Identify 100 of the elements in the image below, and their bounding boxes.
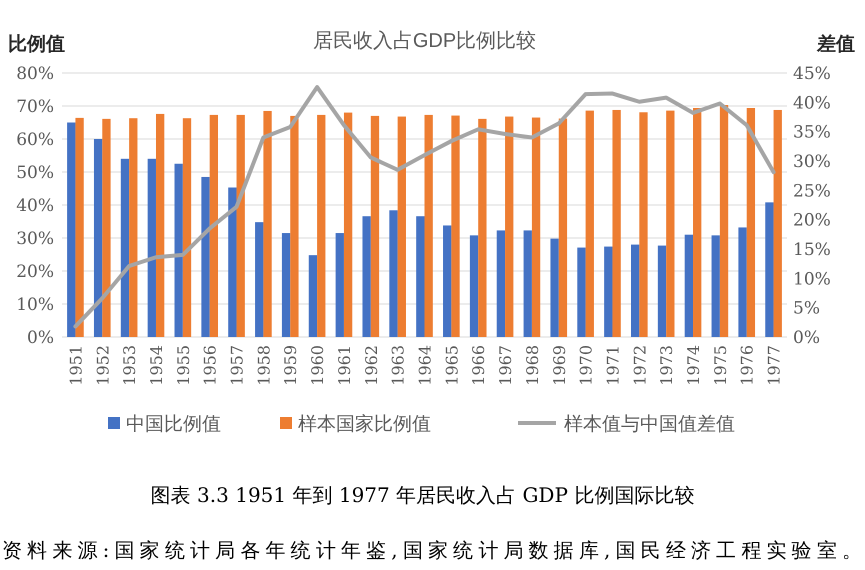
y-axis-title: 比例值 <box>8 33 65 55</box>
y2-tick-label: 30% <box>793 152 831 172</box>
x-tick-label: 1977 <box>764 345 784 386</box>
x-tick-label: 1959 <box>281 345 300 386</box>
y2-tick-label: 5% <box>793 298 820 319</box>
x-tick-label: 1970 <box>576 345 596 386</box>
bar <box>684 234 694 337</box>
y-tick-label: 40% <box>16 196 54 216</box>
x-tick-label: 1965 <box>442 345 462 386</box>
y-tick-label: 10% <box>16 295 54 315</box>
bar <box>201 176 210 337</box>
x-tick-label: 1953 <box>120 345 140 386</box>
bar <box>577 248 586 337</box>
x-tick-label: 1957 <box>228 345 247 386</box>
bar <box>470 235 478 337</box>
x-tick-label: 1960 <box>308 345 328 386</box>
x-tick-label: 1968 <box>522 345 542 386</box>
x-tick-label: 1963 <box>388 345 408 386</box>
bar <box>505 116 514 337</box>
bar <box>290 116 299 337</box>
bar <box>102 118 111 337</box>
bar <box>550 238 559 337</box>
x-tick-label: 1955 <box>174 345 193 386</box>
y2-tick-label: 15% <box>793 240 831 260</box>
bar <box>604 246 612 337</box>
y2-tick-label: 10% <box>793 269 831 290</box>
bar <box>67 122 76 337</box>
chart-title: 居民收入占GDP比例比较 <box>312 30 536 52</box>
bar <box>738 227 747 337</box>
x-tick-label: 1969 <box>550 345 569 386</box>
y2-axis-title: 差值 <box>816 34 855 55</box>
x-tick-label: 1971 <box>603 345 622 386</box>
bar <box>263 110 272 337</box>
bar <box>336 233 344 337</box>
bar <box>586 110 594 337</box>
bar <box>658 246 666 337</box>
bar <box>746 108 756 337</box>
x-tick-label: 1966 <box>469 345 488 386</box>
y-tick-label: 30% <box>16 229 54 249</box>
x-tick-label: 1972 <box>630 345 650 386</box>
y2-tick-label: 20% <box>793 210 831 231</box>
bar <box>524 230 532 337</box>
bar <box>451 116 460 337</box>
bar <box>236 114 245 337</box>
x-tick-label: 1975 <box>710 345 730 386</box>
line-series <box>73 85 776 328</box>
text: 图表 3.3 1951 年到 1977 年居民收入占 GDP 比例国际比较 <box>150 483 694 507</box>
y2-tick-label: 35% <box>793 122 831 143</box>
bar <box>129 118 138 337</box>
bar <box>612 110 621 337</box>
x-tick-label: 1967 <box>496 345 516 386</box>
bar <box>308 255 318 337</box>
y-tick-label: 70% <box>16 97 54 117</box>
y2-tick-label: 45% <box>793 64 831 84</box>
bar <box>156 114 164 337</box>
x-tick-label: 1958 <box>254 345 274 386</box>
x-tick-label: 1962 <box>362 345 381 386</box>
x-tick-label: 1976 <box>738 345 757 386</box>
bar <box>765 202 774 337</box>
bar <box>532 118 540 337</box>
legend-label: 中国比例值 <box>126 414 221 435</box>
bar <box>228 188 237 337</box>
bar <box>317 114 326 337</box>
bar <box>639 112 648 337</box>
bar <box>424 114 433 337</box>
bar <box>398 116 406 337</box>
bar <box>344 112 352 337</box>
bar <box>174 164 183 337</box>
bar <box>693 108 702 337</box>
bar <box>416 216 424 337</box>
x-tick-label: 1961 <box>334 345 354 386</box>
y-tick-label: 50% <box>16 163 54 183</box>
bar <box>774 110 782 337</box>
bar <box>148 158 156 337</box>
y-tick-label: 0% <box>27 328 54 348</box>
bar <box>630 244 640 337</box>
x-tick-label: 1973 <box>657 345 676 386</box>
bar <box>389 210 398 337</box>
legend-label: 样本值与中国值差值 <box>564 414 735 435</box>
bar <box>362 216 371 337</box>
x-tick-label: 1974 <box>684 345 704 386</box>
y2-tick-label: 0% <box>793 328 820 348</box>
x-tick-label: 1952 <box>93 345 112 386</box>
bar <box>120 158 130 337</box>
bar <box>182 118 192 337</box>
bar <box>478 118 487 337</box>
bar <box>496 230 506 337</box>
bar <box>558 118 568 337</box>
bar <box>720 105 728 337</box>
y-tick-label: 60% <box>16 130 54 150</box>
y-tick-label: 80% <box>16 64 54 84</box>
y2-tick-label: 25% <box>793 181 831 202</box>
bar <box>94 139 102 337</box>
bar <box>443 225 452 337</box>
legend-label: 样本国家比例值 <box>298 413 431 435</box>
bar <box>370 116 380 337</box>
bar <box>75 118 84 337</box>
x-tick-label: 1951 <box>66 345 86 386</box>
text: 资料来源:国家统计局各年统计年鉴,国家统计局数据库,国民经济工程实验室。 <box>2 538 862 562</box>
bar <box>712 235 720 337</box>
